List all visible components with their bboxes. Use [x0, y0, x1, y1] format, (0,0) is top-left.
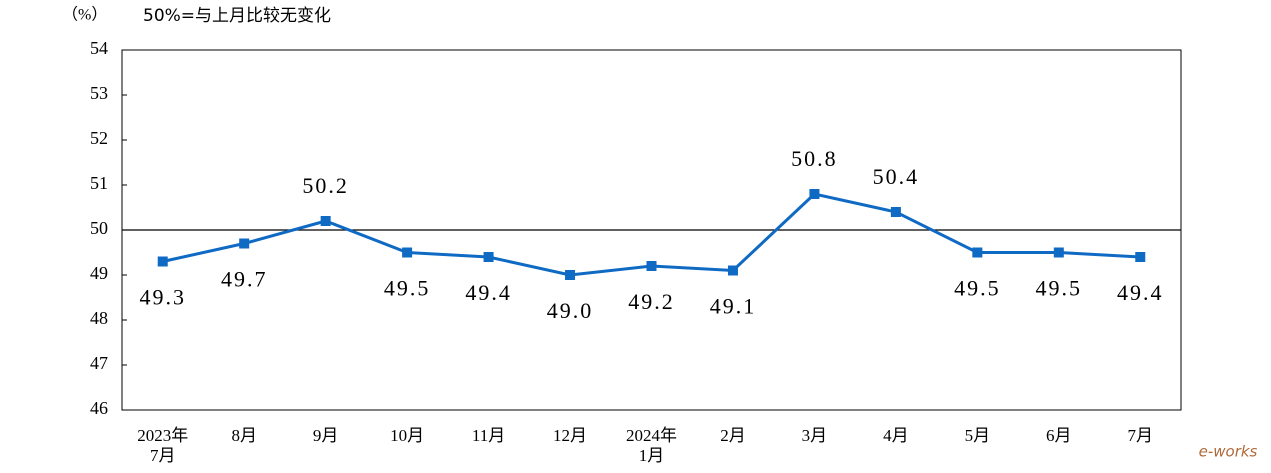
- x-tick-label: 10月: [390, 426, 425, 445]
- y-axis-label: （%）: [62, 6, 107, 24]
- x-tick-label: 6月: [1046, 426, 1072, 445]
- x-tick-label: 8月: [231, 426, 257, 445]
- watermark: e-works: [1199, 443, 1258, 461]
- marker: [483, 252, 494, 262]
- value-label: 49.4: [1117, 280, 1164, 305]
- marker: [1053, 247, 1064, 258]
- value-label: 50.4: [873, 164, 920, 189]
- marker: [809, 189, 820, 199]
- marker: [890, 207, 901, 217]
- marker: [157, 256, 168, 267]
- value-label: 49.5: [1036, 276, 1083, 301]
- y-tick-label: 52: [90, 128, 108, 148]
- y-tick-label: 48: [90, 308, 108, 328]
- x-tick-label: 2月: [720, 426, 746, 445]
- marker: [727, 265, 738, 276]
- value-label: 49.2: [628, 289, 675, 314]
- marker: [239, 238, 250, 249]
- marker: [646, 261, 657, 271]
- y-tick-label: 49: [90, 263, 108, 283]
- marker: [565, 270, 576, 280]
- value-label: 50.2: [302, 173, 349, 198]
- chart-title: 50%=与上月比较无变化: [143, 6, 331, 26]
- x-tick-label: 7月: [1127, 426, 1154, 445]
- y-tick-label: 51: [90, 173, 108, 193]
- x-tick-label: 3月: [801, 426, 828, 445]
- y-tick-label: 47: [90, 353, 108, 373]
- y-tick-label: 54: [90, 38, 108, 58]
- value-label: 49.4: [465, 280, 512, 305]
- value-label: 49.5: [954, 276, 1001, 301]
- marker: [1135, 252, 1146, 262]
- x-tick-label: 12月: [553, 426, 588, 445]
- marker: [320, 216, 331, 226]
- x-tick-label: 5月: [964, 426, 991, 445]
- value-label: 49.7: [221, 267, 268, 292]
- value-label: 49.0: [547, 298, 594, 323]
- x-tick-label: 4月: [883, 426, 909, 445]
- value-label: 49.3: [139, 285, 186, 310]
- value-label: 49.1: [710, 294, 757, 319]
- y-tick-label: 46: [90, 398, 108, 418]
- y-tick-label: 50: [90, 218, 108, 238]
- value-label: 50.8: [791, 146, 838, 171]
- x-tick-label: 2023年 7月: [137, 426, 189, 465]
- x-tick-label: 2024年 1月: [626, 426, 677, 465]
- marker: [972, 247, 983, 258]
- x-tick-label: 11月: [471, 426, 506, 445]
- value-label: 49.5: [384, 276, 431, 301]
- y-tick-label: 53: [90, 83, 108, 103]
- marker: [402, 247, 413, 258]
- x-tick-label: 9月: [312, 426, 339, 445]
